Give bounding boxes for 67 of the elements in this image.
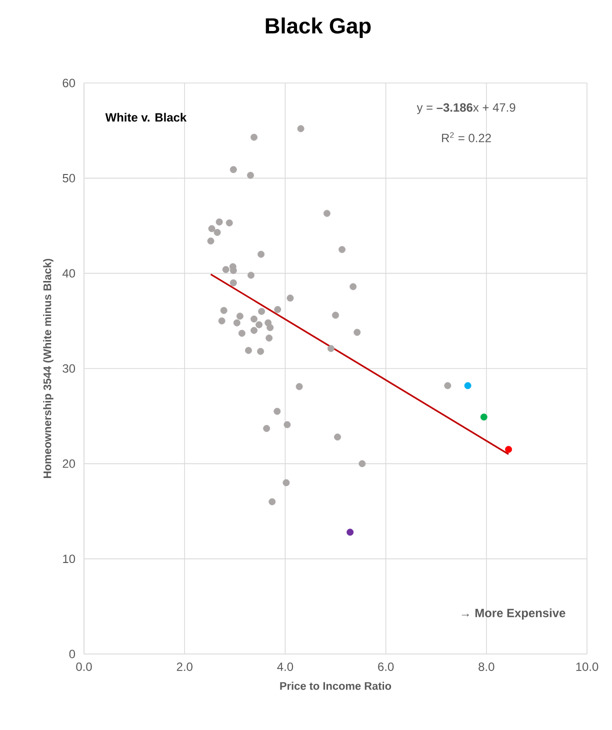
y-tick-label: 30 — [62, 364, 76, 373]
point — [230, 279, 237, 286]
point — [258, 308, 266, 315]
y-tick-label: 40 — [62, 269, 76, 278]
point — [282, 479, 290, 486]
point — [250, 134, 258, 141]
x-tick-label: 4.0 — [277, 662, 294, 671]
y-tick-label: 60 — [62, 78, 76, 88]
point — [266, 334, 273, 342]
annotation: White v. Black — [105, 112, 187, 122]
chart-title: Black Gap — [266, 18, 371, 38]
point — [444, 382, 452, 390]
point — [230, 166, 237, 174]
x-tick-label: 0.0 — [76, 662, 92, 671]
point — [274, 408, 281, 415]
y-tick-label: 0 — [69, 650, 76, 658]
point — [268, 498, 276, 506]
point — [226, 219, 233, 226]
point — [346, 528, 354, 536]
point — [216, 218, 223, 226]
annotation: → More Expensive — [462, 608, 566, 620]
point — [250, 316, 258, 322]
x-axis-title: Price to Income Ratio — [280, 682, 392, 690]
point — [214, 228, 221, 236]
y-axis-title: Homeownership 3544 (White minus Black) — [43, 258, 54, 478]
y-tick-label: 10 — [63, 554, 76, 564]
point — [208, 225, 216, 232]
point — [480, 414, 488, 421]
point — [296, 383, 303, 390]
x-tick-label: 8.0 — [478, 662, 494, 671]
point — [250, 326, 258, 334]
x-tick-label: 6.0 — [378, 662, 394, 671]
point — [266, 324, 274, 332]
point — [222, 266, 230, 274]
y-tick-label: 20 — [62, 459, 76, 468]
point — [358, 460, 366, 468]
point — [238, 330, 246, 337]
point — [284, 421, 291, 428]
point — [464, 382, 472, 390]
annotation: R$^{2}$ = 0.22 — [442, 132, 491, 142]
point — [286, 294, 294, 302]
point — [297, 125, 304, 132]
point — [332, 312, 339, 319]
point — [334, 434, 341, 441]
point — [257, 348, 264, 355]
x-tick-label: 2.0 — [176, 662, 192, 671]
point — [247, 172, 254, 179]
point — [258, 250, 265, 258]
annotation: y = –3.186x + 47.9 — [416, 103, 516, 114]
point — [354, 328, 361, 336]
point — [256, 321, 263, 328]
point — [207, 237, 214, 244]
point — [263, 424, 270, 432]
point — [323, 210, 330, 217]
point — [338, 246, 346, 254]
point — [274, 306, 282, 313]
point — [505, 446, 512, 453]
point — [248, 272, 254, 279]
x-tick-label: 10.0 — [576, 662, 598, 671]
point — [236, 312, 244, 320]
y-tick-label: 50 — [62, 174, 76, 182]
point — [350, 283, 357, 290]
point — [327, 345, 334, 352]
point — [233, 319, 240, 326]
point — [244, 346, 252, 354]
point — [218, 317, 226, 324]
point — [220, 306, 228, 314]
